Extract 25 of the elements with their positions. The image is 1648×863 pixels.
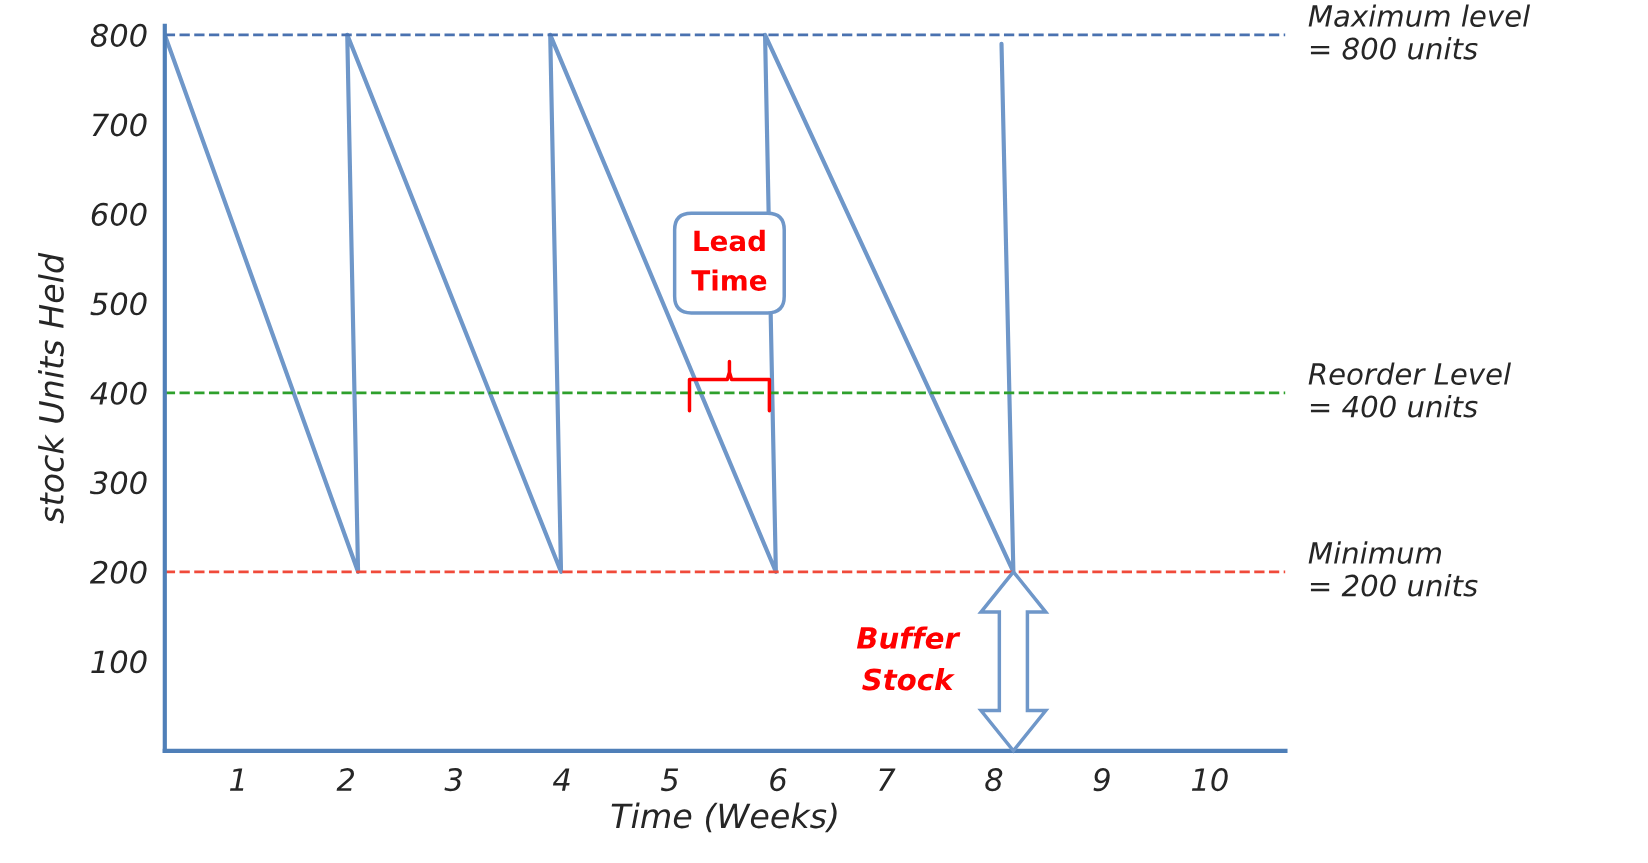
y-tick-label: 200 [89, 560, 147, 584]
annotation: Buffer Stock [856, 626, 961, 691]
x-tick-label: 2 [336, 768, 354, 791]
x-tick-label: 8 [985, 768, 1003, 792]
y-tick-label: 600 [91, 202, 147, 226]
x-tick-label: 3 [444, 768, 462, 792]
x-tick-label: 5 [660, 768, 679, 792]
x-tick-label: 1 [229, 768, 244, 791]
y-tick-label: 500 [90, 292, 147, 316]
y-tick-label: 100 [91, 650, 147, 674]
y-tick-label: 700 [92, 113, 147, 137]
y-tick-label: 800 [90, 23, 147, 47]
annotation: Lead Time [691, 229, 767, 291]
x-tick-label: 6 [770, 768, 787, 792]
y-axis-title: stock Units Held [38, 252, 64, 524]
ref-line-label: Minimum = 200 units [1308, 541, 1478, 597]
x-tick-label: 10 [1191, 768, 1228, 792]
ref-line-label: Reorder Level = 400 units [1308, 362, 1511, 418]
x-tick-label: 4 [552, 768, 570, 791]
ref-line-label: Maximum level = 800 units [1308, 4, 1531, 60]
y-tick-label: 400 [90, 381, 147, 405]
x-tick-label: 9 [1093, 768, 1110, 792]
x-tick-label: 7 [879, 768, 896, 791]
y-tick-label: 300 [89, 471, 147, 495]
x-axis-title: Time (Weeks) [611, 802, 837, 833]
